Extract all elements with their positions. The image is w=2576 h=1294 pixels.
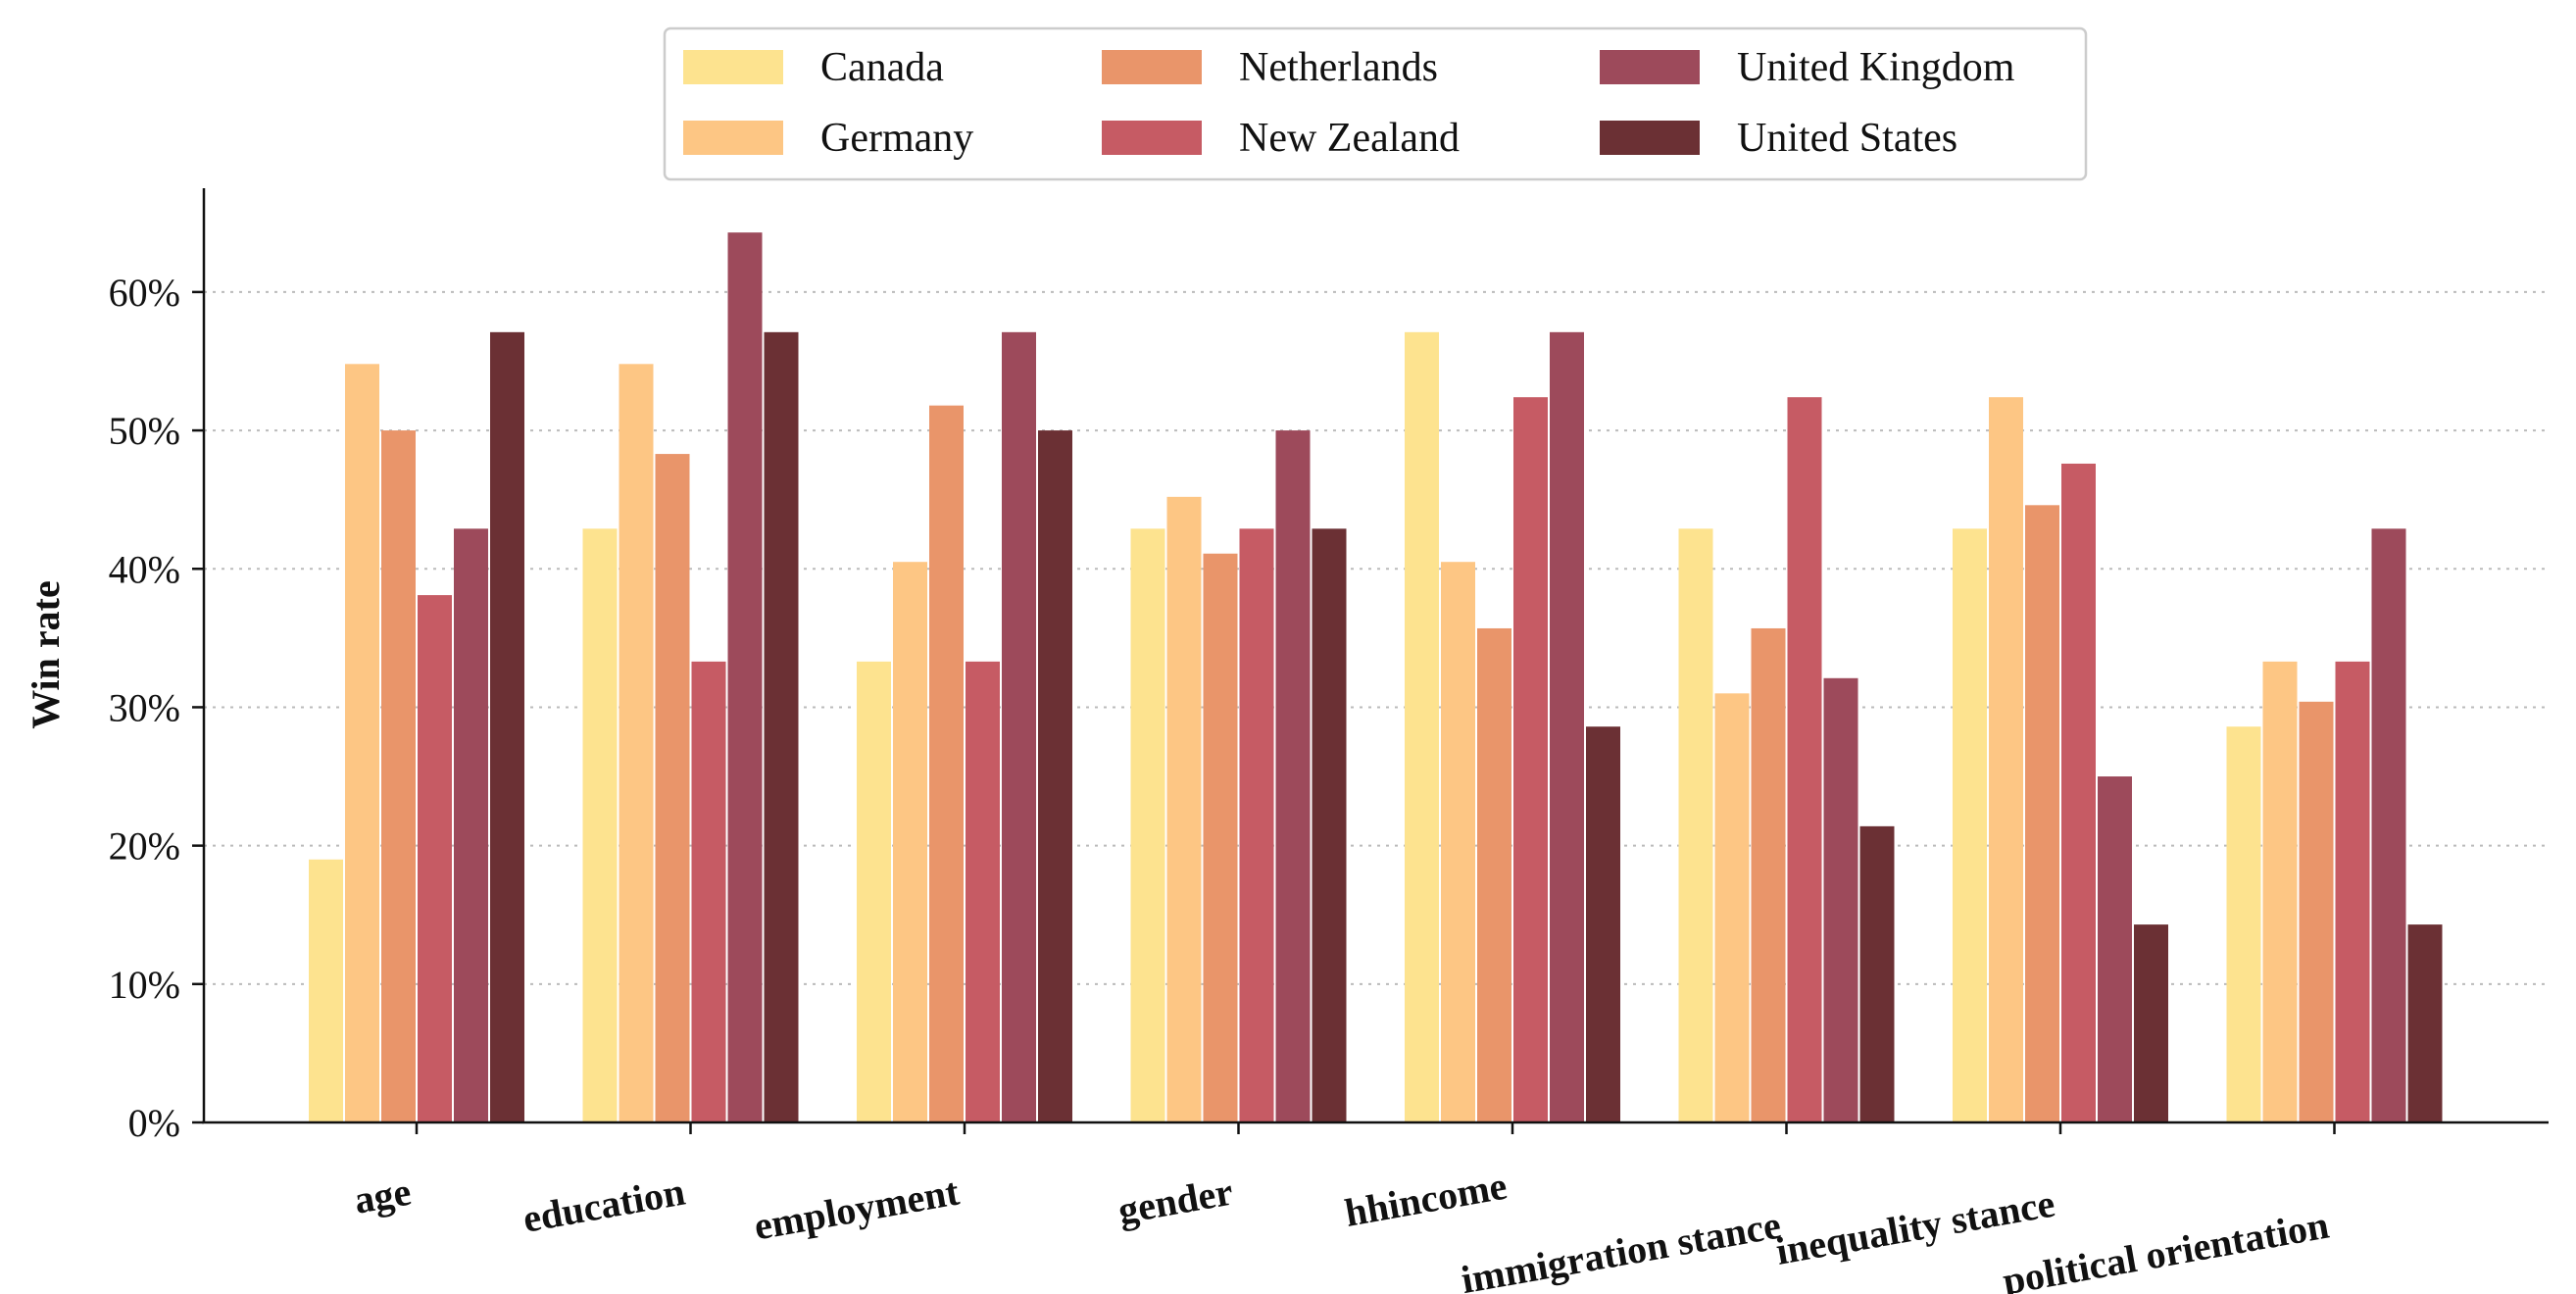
bar-new-zealand — [966, 661, 1000, 1122]
bar-canada — [2226, 726, 2261, 1122]
bar-new-zealand — [1513, 397, 1548, 1122]
bar-new-zealand — [1787, 397, 1822, 1122]
bar-netherlands — [2025, 505, 2059, 1122]
legend-label: Canada — [820, 45, 944, 90]
bar-germany — [345, 364, 379, 1122]
x-tick-label: hhincome — [1342, 1164, 1511, 1235]
bar-canada — [309, 859, 343, 1122]
x-tick-label: immigration stance — [1458, 1203, 1784, 1294]
bar-germany — [1166, 496, 1202, 1122]
y-tick-label: 10% — [109, 963, 180, 1007]
legend-swatch — [683, 50, 783, 84]
bar-united-kingdom — [1002, 331, 1036, 1122]
y-tick-label: 0% — [128, 1101, 180, 1145]
bars — [309, 232, 2443, 1123]
x-ticks: age education employment gender hhincomeimmi… — [351, 1122, 2336, 1294]
y-tick-label: 30% — [109, 685, 180, 729]
axes — [202, 188, 2549, 1124]
y-tick-label: 50% — [109, 409, 180, 453]
bar-netherlands — [2299, 701, 2334, 1122]
x-tick-label: education — [520, 1170, 688, 1241]
bar-canada — [1678, 528, 1713, 1122]
legend-label: New Zealand — [1239, 116, 1460, 161]
bar-germany — [1989, 397, 2023, 1122]
bar-united-states — [2134, 924, 2168, 1122]
bar-canada — [1130, 528, 1165, 1122]
legend-swatch — [683, 121, 783, 155]
legend-label: United States — [1737, 116, 1957, 161]
bar-canada — [1953, 528, 1987, 1122]
bar-united-kingdom — [2098, 776, 2132, 1122]
bar-canada — [582, 528, 618, 1122]
bar-new-zealand — [691, 661, 726, 1122]
bar-netherlands — [655, 454, 690, 1122]
legend-label: Germany — [820, 116, 973, 161]
bar-united-kingdom — [727, 232, 763, 1122]
y-axis-title: Win rate — [24, 580, 68, 728]
bar-united-kingdom — [1823, 677, 1858, 1122]
x-tick-label: gender — [1115, 1170, 1236, 1233]
legend-swatch — [1600, 121, 1700, 155]
bar-germany — [2262, 661, 2298, 1122]
bar-united-states — [1038, 430, 1072, 1122]
y-tick-label: 20% — [109, 824, 180, 869]
bar-united-states — [1859, 825, 1895, 1122]
bar-united-kingdom — [1275, 430, 1311, 1122]
bar-netherlands — [929, 405, 964, 1122]
bar-new-zealand — [418, 595, 452, 1122]
bar-united-states — [490, 331, 524, 1122]
legend-label: Netherlands — [1239, 45, 1438, 90]
bar-netherlands — [1477, 627, 1511, 1122]
legend-box — [663, 26, 2088, 181]
x-tick-label: age — [351, 1170, 415, 1222]
y-ticks: 0% 10% 20% 30% 40% 50% 60% — [109, 271, 204, 1145]
gridlines — [204, 290, 2549, 985]
bar-netherlands — [1751, 627, 1786, 1122]
y-tick-label: 60% — [109, 271, 180, 315]
bar-united-states — [2407, 924, 2443, 1122]
legend-swatch — [1102, 121, 1202, 155]
x-tick-label: employment — [751, 1169, 963, 1248]
bar-united-states — [1586, 726, 1620, 1122]
legend-label: United Kingdom — [1737, 45, 2015, 90]
bar-germany — [1441, 562, 1475, 1122]
bar-new-zealand — [2335, 661, 2370, 1122]
bar-united-kingdom — [2371, 528, 2406, 1122]
bar-united-kingdom — [1550, 331, 1584, 1122]
bar-united-kingdom — [454, 528, 488, 1122]
bar-netherlands — [381, 430, 416, 1122]
bar-new-zealand — [2061, 463, 2096, 1123]
legend-swatch — [1102, 50, 1202, 84]
bar-netherlands — [1203, 553, 1238, 1122]
legend-swatch — [1600, 50, 1700, 84]
bar-united-states — [764, 331, 799, 1122]
bar-germany — [1714, 693, 1750, 1122]
bar-united-states — [1312, 528, 1347, 1122]
bar-germany — [619, 364, 654, 1122]
y-tick-label: 40% — [109, 547, 180, 591]
bar-canada — [857, 661, 891, 1122]
bar-canada — [1405, 331, 1439, 1122]
bar-germany — [893, 562, 927, 1122]
legend: Canada Germany Netherlands New Zealand Unite… — [663, 26, 2088, 181]
bar-new-zealand — [1239, 528, 1274, 1122]
